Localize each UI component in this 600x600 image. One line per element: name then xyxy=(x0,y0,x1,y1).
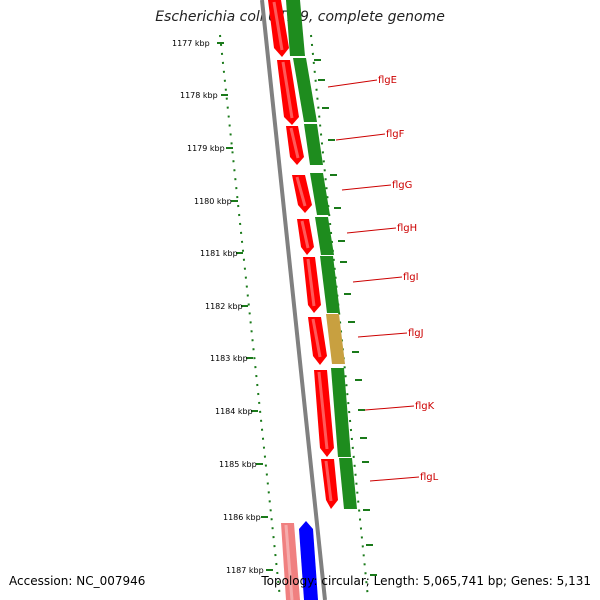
green-gene[interactable] xyxy=(320,256,340,313)
kbp-label: 1178 kbp xyxy=(180,91,218,100)
green-gene-track xyxy=(286,0,357,509)
genome-summary-text: Topology: circular; Length: 5,065,741 bp… xyxy=(261,574,591,588)
gene-label-flgE[interactable]: flgE xyxy=(378,75,397,86)
green-gene[interactable] xyxy=(315,217,334,255)
gene-label-flgJ[interactable]: flgJ xyxy=(408,328,424,339)
gene-leader-line xyxy=(352,276,403,283)
red-gene[interactable] xyxy=(314,370,334,457)
kbp-label: 1186 kbp xyxy=(223,513,261,522)
green-gene[interactable] xyxy=(293,58,317,122)
kbp-scale: 1177 kbp 1178 kbp 1179 kbp 1180 kbp 1181 kbp… xyxy=(172,39,273,575)
gene-leader-line xyxy=(327,79,378,88)
accession-text: Accession: NC_007946 xyxy=(9,574,146,588)
gene-label-flgG[interactable]: flgG xyxy=(392,180,412,191)
green-gene[interactable] xyxy=(331,368,351,457)
kbp-label: 1179 kbp xyxy=(187,144,225,153)
gene-label-flgK[interactable]: flgK xyxy=(415,401,435,412)
kbp-label: 1184 kbp xyxy=(215,407,253,416)
red-gene[interactable] xyxy=(277,60,299,125)
kbp-label: 1187 kbp xyxy=(226,566,264,575)
red-gene[interactable] xyxy=(321,459,338,509)
gene-leader-line xyxy=(335,133,386,141)
gene-leader-line xyxy=(341,184,392,191)
kbp-label: 1183 kbp xyxy=(210,354,248,363)
kbp-label: 1180 kbp xyxy=(194,197,232,206)
green-gene[interactable] xyxy=(310,173,330,215)
red-gene[interactable] xyxy=(292,175,312,213)
red-gene[interactable] xyxy=(308,317,327,365)
gene-label-flgI[interactable]: flgI xyxy=(403,272,419,283)
gene-leader-line xyxy=(357,332,408,338)
gene-label-flgH[interactable]: flgH xyxy=(397,223,417,234)
gene-shading xyxy=(272,1,333,600)
red-gene[interactable] xyxy=(303,257,321,313)
gene-leader-line xyxy=(364,405,415,411)
gene-label-flgF[interactable]: flgF xyxy=(386,129,405,140)
red-gene-track xyxy=(268,0,338,509)
outer-dotted-track xyxy=(310,34,369,599)
kbp-label: 1177 kbp xyxy=(172,39,210,48)
red-gene[interactable] xyxy=(286,126,304,165)
green-gene[interactable] xyxy=(326,314,345,364)
red-gene[interactable] xyxy=(268,0,289,57)
gene-leader-line xyxy=(369,476,420,482)
green-gene[interactable] xyxy=(304,124,323,165)
green-gene[interactable] xyxy=(286,0,305,56)
green-gene[interactable] xyxy=(339,458,357,509)
blue-gene[interactable] xyxy=(299,521,318,600)
pink-gene[interactable] xyxy=(281,523,300,600)
kbp-label: 1181 kbp xyxy=(200,249,238,258)
genome-backbone xyxy=(260,0,327,600)
red-gene[interactable] xyxy=(297,219,314,255)
gene-labels: flgE flgF flgG flgH flgI flgJ flgK flgL xyxy=(327,75,439,483)
gene-label-flgL[interactable]: flgL xyxy=(420,472,439,483)
kbp-label: 1185 kbp xyxy=(219,460,257,469)
kbp-label: 1182 kbp xyxy=(205,302,243,311)
gene-leader-line xyxy=(346,227,397,234)
feature-ticks xyxy=(314,59,377,576)
